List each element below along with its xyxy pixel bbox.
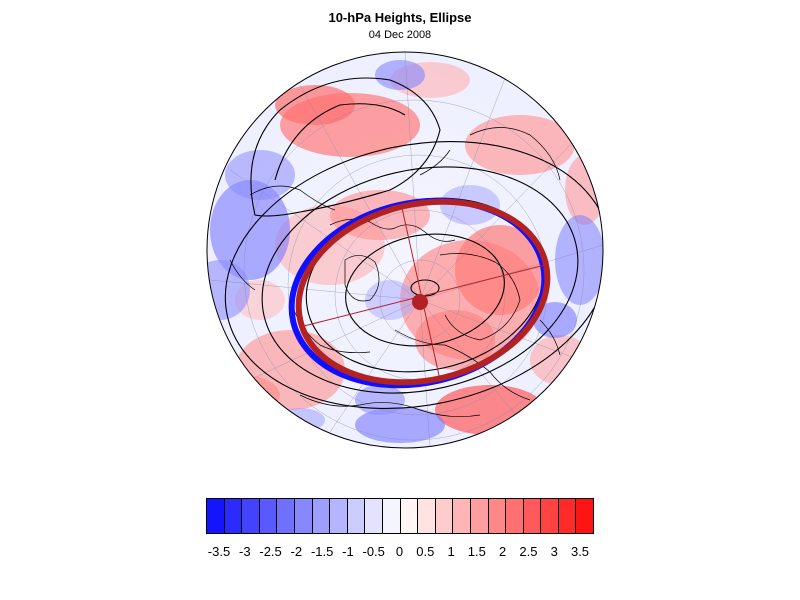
colorbar-tick-label: 2 [499, 544, 507, 559]
colorbar-tick-label: 0 [395, 544, 404, 559]
colorbar-cell [453, 499, 471, 533]
colorbar-tick-label: -3 [239, 544, 251, 559]
colorbar-cell [382, 499, 401, 533]
colorbar-tick-label: 2.5 [519, 544, 538, 559]
colorbar-tick-label: 1.5 [467, 544, 486, 559]
map-date: 04 Dec 2008 [368, 29, 432, 41]
colorbar-tick-label: 3.5 [570, 544, 590, 559]
colorbar-tick-label: -1.5 [310, 544, 334, 559]
colorbar-cell [277, 499, 295, 533]
colorbar-cell [312, 499, 331, 533]
colorbar-cell [259, 499, 278, 533]
colorbar [206, 498, 594, 534]
colorbar-tick-label: -3.5 [207, 544, 231, 559]
colorbar-cell [435, 499, 454, 533]
colorbar-cell [523, 499, 542, 533]
colorbar-tick-label: 3 [550, 544, 558, 559]
colorbar-cell [418, 499, 436, 533]
colorbar-cell [365, 499, 383, 533]
colorbar-tick-label: 1 [447, 544, 455, 559]
colorbar-labels: -3.5 -3 -2.5 -2 -1.5 -1 -0.5 0 0.5 1 1.5 2 2.5 3 3.5 [0, 544, 800, 560]
colorbar-cell [224, 499, 243, 533]
graticule [209, 52, 603, 448]
colorbar-cell [330, 499, 348, 533]
colorbar-cell [488, 499, 507, 533]
globe-border [206, 51, 604, 449]
colorbar-tick-label: -2.5 [259, 544, 282, 559]
colorbar-cell [541, 499, 559, 533]
colorbar-tick-label: -1 [342, 544, 354, 559]
colorbar-cell [470, 499, 489, 533]
colorbar-cell [400, 499, 419, 533]
colorbar-cell [506, 499, 524, 533]
anomaly-field [207, 52, 603, 448]
colorbar-cell [207, 499, 225, 533]
colorbar-tick-label: -0.5 [362, 544, 385, 559]
ellipse-center-marker [412, 294, 428, 310]
colorbar-cell [294, 499, 313, 533]
colorbar-cell [576, 499, 594, 533]
colorbar-cell [558, 499, 577, 533]
map-title: 10-hPa Heights, Ellipse [328, 10, 472, 25]
colorbar-tick-label: 0.5 [416, 544, 435, 559]
colorbar-tick-label: -2 [290, 544, 303, 559]
colorbar-cell [242, 499, 260, 533]
coastlines [229, 127, 561, 417]
colorbar-cell [347, 499, 366, 533]
